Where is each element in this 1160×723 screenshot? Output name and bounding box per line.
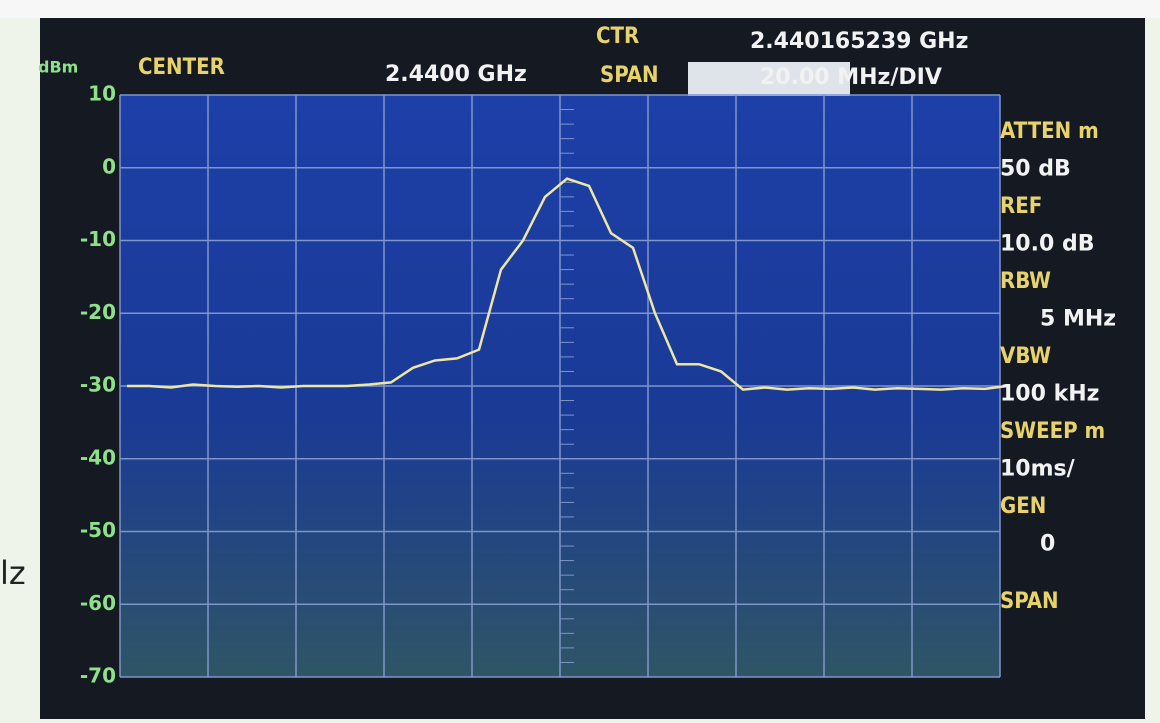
top-strip <box>0 0 1160 18</box>
side-label: 0 <box>1040 532 1055 557</box>
center-label: CENTER <box>138 55 225 80</box>
side-label: 10.0 dB <box>1000 232 1094 257</box>
y-tick-label: -40 <box>80 445 116 469</box>
side-label: GEN <box>1000 494 1046 519</box>
input-box <box>688 62 850 96</box>
side-label: 10ms/ <box>1000 457 1076 482</box>
side-label: RBW <box>1000 269 1051 294</box>
center-value: 2.4400 GHz <box>385 62 527 87</box>
side-text: lz <box>0 554 26 592</box>
side-label: ATTEN m <box>1000 119 1099 144</box>
side-label: VBW <box>1000 344 1051 369</box>
y-tick-label: -10 <box>80 227 116 251</box>
side-label: REF <box>1000 194 1042 219</box>
span-value: 20.00 MHz/DIV <box>760 65 942 90</box>
side-label: SPAN <box>1000 589 1059 614</box>
y-tick-label: -50 <box>80 518 116 542</box>
side-label: SWEEP m <box>1000 419 1105 444</box>
y-tick-label: -30 <box>80 373 116 397</box>
side-label: 5 MHz <box>1040 307 1116 332</box>
side-label: 100 kHz <box>1000 382 1099 407</box>
y-tick-label: -20 <box>80 300 116 324</box>
y-tick-label: 0 <box>102 154 116 178</box>
span-label: SPAN <box>600 63 659 88</box>
y-tick-label: 10 <box>88 82 116 106</box>
ctr-value: 2.440165239 GHz <box>750 29 968 54</box>
ctr-label: CTR <box>596 24 639 49</box>
trace-line <box>127 177 1008 391</box>
y-unit: dBm <box>38 58 78 77</box>
y-tick-label: -70 <box>80 664 116 688</box>
side-label: 50 dB <box>1000 157 1071 182</box>
y-tick-label: -60 <box>80 591 116 615</box>
